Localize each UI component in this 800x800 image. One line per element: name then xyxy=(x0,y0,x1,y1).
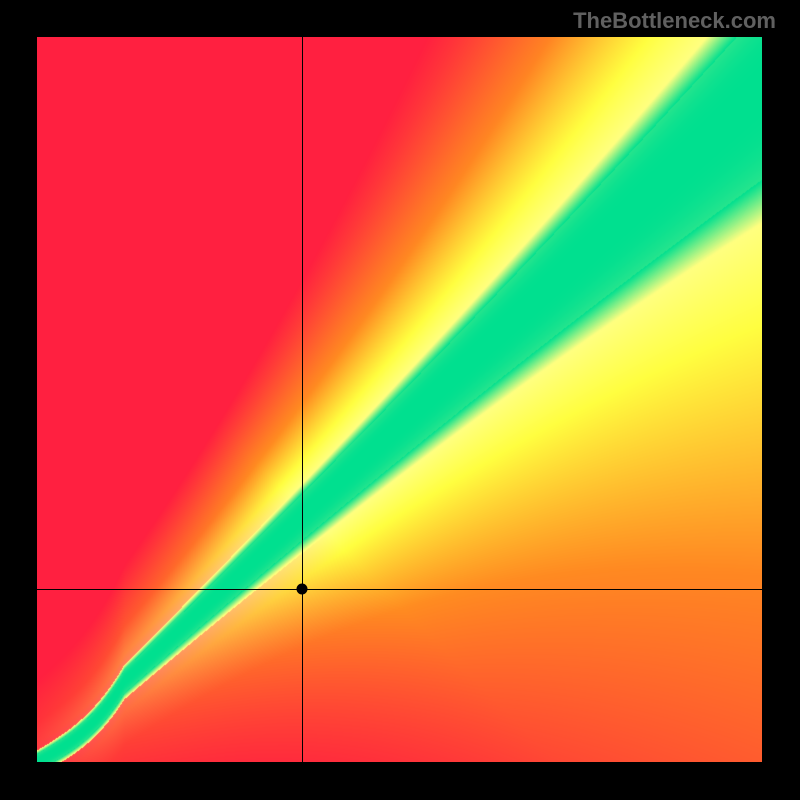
watermark-text: TheBottleneck.com xyxy=(573,8,776,34)
plot-area xyxy=(37,37,762,762)
crosshair-vertical xyxy=(302,37,303,762)
heatmap-canvas xyxy=(37,37,762,762)
crosshair-point xyxy=(296,584,307,595)
crosshair-horizontal xyxy=(37,589,762,590)
